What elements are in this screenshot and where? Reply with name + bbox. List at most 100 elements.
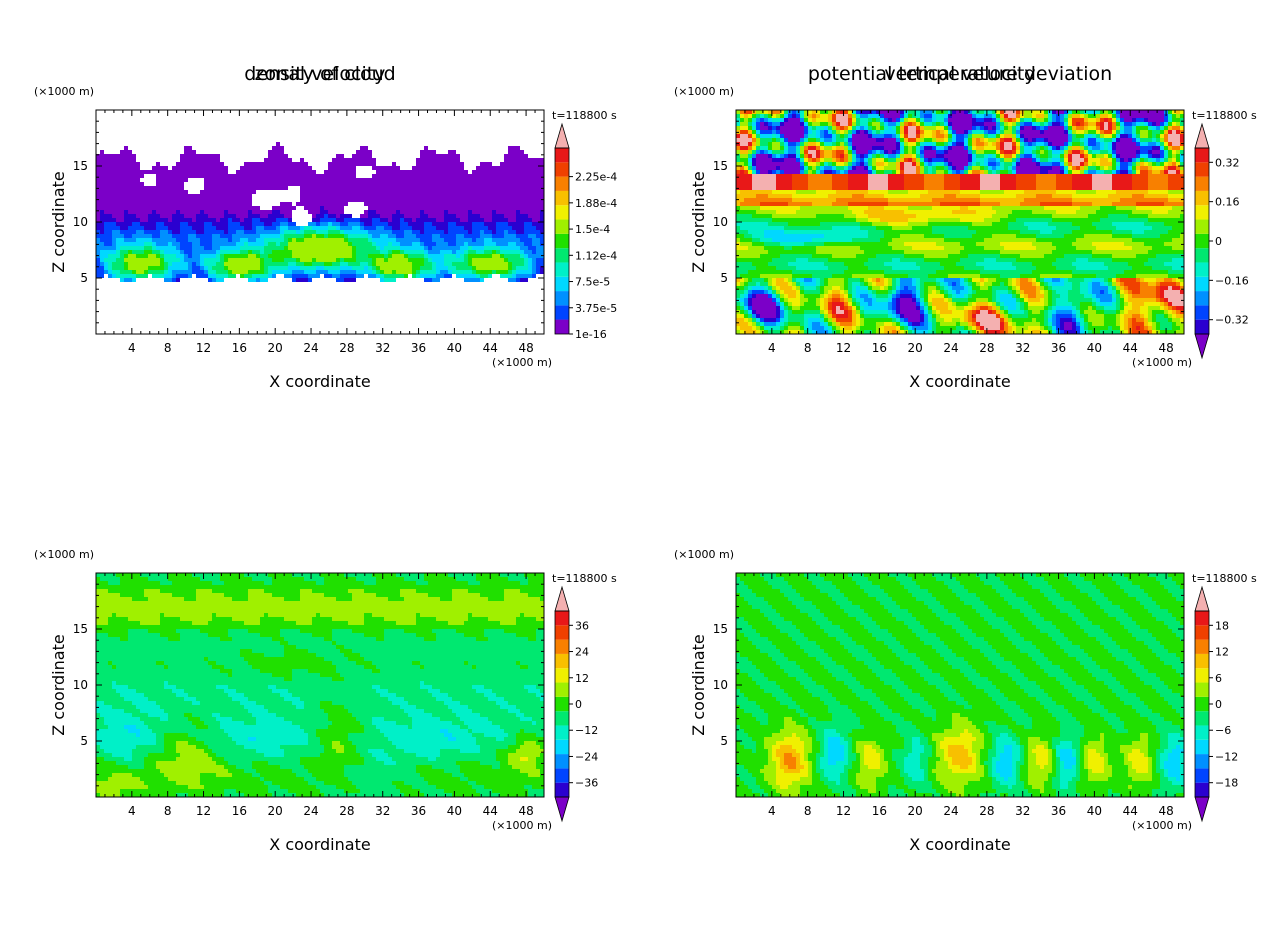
heatmap-cell <box>204 206 208 210</box>
heatmap-cell <box>200 166 204 170</box>
heatmap-cell <box>1104 154 1108 158</box>
heatmap-cell <box>252 206 256 210</box>
heatmap-cell <box>988 138 992 142</box>
heatmap-cell <box>204 170 208 174</box>
heatmap-cell <box>500 246 504 250</box>
heatmap-cell <box>156 274 160 278</box>
heatmap-cell <box>900 146 904 150</box>
heatmap-cell <box>536 166 540 170</box>
heatmap-cell <box>140 270 144 274</box>
heatmap-cell <box>216 270 220 274</box>
heatmap-cell <box>1128 118 1132 122</box>
heatmap-cell <box>1140 130 1144 134</box>
heatmap-cell <box>1036 126 1040 130</box>
heatmap-cell <box>1064 122 1068 126</box>
heatmap-cell <box>264 186 268 190</box>
heatmap-cell <box>284 234 288 238</box>
heatmap-cell <box>864 150 868 154</box>
heatmap-cell <box>252 182 256 186</box>
heatmap-cell <box>100 254 104 258</box>
heatmap-cell <box>132 194 136 198</box>
heatmap-cell <box>112 246 116 250</box>
heatmap-cell <box>856 154 860 158</box>
heatmap-cell <box>480 202 484 206</box>
heatmap-cell <box>956 122 960 126</box>
heatmap-cell <box>880 126 884 130</box>
heatmap-cell <box>512 278 516 282</box>
heatmap-cell <box>316 182 320 186</box>
heatmap-cell <box>480 258 484 262</box>
heatmap-cell <box>180 202 184 206</box>
chart-panel: potential temperature deviation(×1000 m)… <box>674 63 1257 391</box>
heatmap-cell <box>352 170 356 174</box>
heatmap-cell <box>540 178 544 182</box>
heatmap-cell <box>376 270 380 274</box>
heatmap-cell <box>368 190 372 194</box>
heatmap-cell <box>268 254 272 258</box>
heatmap-cell <box>980 134 984 138</box>
heatmap-cell <box>540 246 544 250</box>
heatmap-cell <box>1056 122 1060 126</box>
heatmap-cell <box>164 254 168 258</box>
heatmap-cell <box>244 186 248 190</box>
heatmap-cell <box>852 154 856 158</box>
heatmap-cell <box>404 226 408 230</box>
heatmap-cell <box>396 250 400 254</box>
heatmap-cell <box>864 138 868 142</box>
heatmap-cell <box>972 146 976 150</box>
heatmap-cell <box>1084 130 1088 134</box>
heatmap-cell <box>220 178 224 182</box>
heatmap-cell <box>1088 122 1092 126</box>
heatmap-cell <box>268 242 272 246</box>
heatmap-cell <box>1032 150 1036 154</box>
heatmap-cell <box>420 198 424 202</box>
heatmap-cell <box>268 154 272 158</box>
heatmap-cell <box>460 194 464 198</box>
heatmap-cell <box>996 134 1000 138</box>
heatmap-cell <box>520 182 524 186</box>
heatmap-cell <box>800 142 804 146</box>
heatmap-cell <box>1092 150 1096 154</box>
heatmap-cell <box>240 226 244 230</box>
heatmap-cell <box>516 178 520 182</box>
heatmap-cell <box>748 134 752 138</box>
heatmap-cell <box>528 178 532 182</box>
heatmap-cell <box>756 162 760 166</box>
heatmap-cell <box>148 258 152 262</box>
heatmap-cell <box>756 138 760 142</box>
heatmap-cell <box>836 130 840 134</box>
heatmap-cell <box>428 166 432 170</box>
heatmap-cell <box>1164 130 1168 134</box>
heatmap-cell <box>236 202 240 206</box>
heatmap-cell <box>944 142 948 146</box>
heatmap-cell <box>340 222 344 226</box>
heatmap-cell <box>208 278 212 282</box>
heatmap-cell <box>520 162 524 166</box>
heatmap-cell <box>1036 130 1040 134</box>
heatmap-cell <box>1180 134 1184 138</box>
heatmap-cell <box>1136 114 1140 118</box>
heatmap-cell <box>296 166 300 170</box>
heatmap-cell <box>116 218 120 222</box>
heatmap-cell <box>312 274 316 278</box>
heatmap-cell <box>512 198 516 202</box>
heatmap-cell <box>760 142 764 146</box>
colorbar-band <box>555 220 569 234</box>
heatmap-cell <box>192 198 196 202</box>
heatmap-cell <box>968 162 972 166</box>
heatmap-cell <box>444 202 448 206</box>
heatmap-cell <box>824 118 828 122</box>
heatmap-cell <box>804 134 808 138</box>
heatmap-cell <box>272 210 276 214</box>
heatmap-cell <box>1076 162 1080 166</box>
heatmap-cell <box>516 270 520 274</box>
heatmap-cell <box>864 110 868 114</box>
heatmap-cell <box>540 218 544 222</box>
heatmap-cell <box>1060 130 1064 134</box>
heatmap-cell <box>288 170 292 174</box>
heatmap-cell <box>1052 146 1056 150</box>
heatmap-cell <box>960 150 964 154</box>
heatmap-cell <box>440 222 444 226</box>
heatmap-cell <box>1060 110 1064 114</box>
heatmap-cell <box>108 274 112 278</box>
